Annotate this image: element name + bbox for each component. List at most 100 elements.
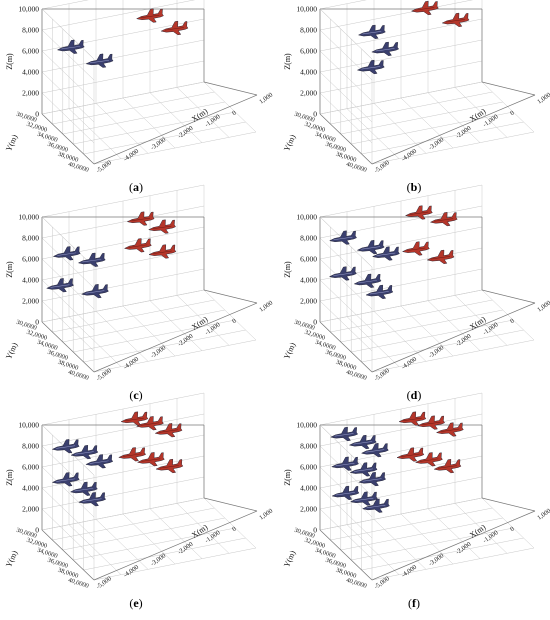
x-tick-label: 1,000 [258,300,274,314]
y-axis-label: Y(m) [4,341,20,361]
side-wall-gridline [319,237,373,289]
blue-aircraft-marker [78,492,106,507]
floor-gridline [361,121,524,155]
z-tick-label: 8,000 [300,26,317,35]
x-tick-label: 1,000 [258,92,274,106]
panel-a: 0 2,000 4,000 6,000 8,000 10,000 Z(m) 30,0000 32… [2,0,274,197]
box-edge [41,8,95,60]
floor-gridline [95,311,149,362]
red-aircraft-marker [415,452,443,467]
floor-gridline [62,517,225,551]
z-tick-label: 6,000 [300,47,317,56]
z-axis-label: Z(m) [5,261,14,278]
side-wall-gridline [41,29,95,81]
floor-gridline [203,289,257,341]
blue-aircraft-marker [371,41,399,56]
z-axis-label: Z(m) [5,469,14,486]
blue-aircraft-marker [329,230,357,245]
z-tick-label: 0 [35,318,39,327]
floor-gridline [95,519,149,570]
x-axis-line [93,510,258,581]
side-wall-gridline [319,487,373,539]
blue-aircraft-marker [328,266,357,281]
chart-a: 02,0004,0006,0008,00010,000Z(m)30,000032… [4,0,274,175]
floor-gridline [41,497,205,531]
y-tick-label: 40,0000 [345,161,367,174]
floor-gridline [122,305,176,357]
floor-gridline [427,300,481,351]
blue-aircraft-marker [46,278,74,293]
blue-aircraft-marker [51,439,80,454]
z-tick-label: 2,000 [22,297,39,306]
box-edge [203,289,258,304]
x-tick-label: -5,000 [373,159,391,174]
floor-gridline [203,81,257,133]
blue-aircraft-marker [77,252,106,267]
side-wall-gridline [319,50,373,102]
floor-gridline [330,507,493,541]
floor-gridline [351,111,514,145]
x-tick-label: 1,000 [536,300,550,314]
x-axis-line [93,94,258,165]
z-tick-label: 2,000 [22,89,39,98]
z-tick-label: 6,000 [22,463,39,472]
floor-gridline [93,339,257,373]
y-tick-label: 40,0000 [345,369,367,382]
floor-gridline [68,316,122,367]
floor-gridline [373,311,427,362]
x-tick-label: 0 [509,110,516,118]
caption-c: c [133,388,139,402]
caption-a: a [133,180,139,194]
x-tick-label: -3,000 [427,552,445,567]
blue-aircraft-marker [358,472,386,487]
x-tick-label: -5,000 [373,367,391,382]
side-wall-gridline [41,50,95,102]
floor-gridline [427,508,481,559]
z-tick-label: 6,000 [300,255,317,264]
blue-aircraft-marker [69,481,98,496]
floor-gridline [149,508,203,559]
z-tick-label: 2,000 [22,505,39,514]
floor-gridline [346,108,400,159]
floor-gridline [351,527,514,561]
z-axis-label: Z(m) [283,261,292,278]
y-axis-line [41,113,95,165]
floor-gridline [454,295,508,346]
floor-gridline [95,103,149,154]
y-axis-line [41,321,95,373]
floor-gridline [361,537,524,571]
z-tick-label: 8,000 [22,234,39,243]
box-edge [203,497,258,512]
side-wall-gridline [319,508,373,560]
x-tick-label: 1,000 [536,508,550,522]
side-wall-gridline [319,92,373,144]
y-tick-label: 40,0000 [67,369,89,382]
blue-aircraft-marker [51,472,80,487]
red-aircraft-marker [136,416,164,431]
red-aircraft-marker [136,452,165,467]
side-wall-gridline [319,71,373,123]
side-wall-gridline [319,258,373,310]
blue-aircraft-marker [356,240,385,255]
z-tick-label: 4,000 [22,484,39,493]
floor-gridline [93,547,257,581]
z-tick-label: 4,000 [22,68,39,77]
floor-gridline [361,329,524,363]
floor-gridline [176,87,230,138]
red-aircraft-marker [155,458,184,474]
x-tick-label: -5,000 [373,575,391,590]
floor-gridline [373,519,427,570]
blue-aircraft-marker [349,462,378,477]
z-tick-label: 8,000 [300,234,317,243]
z-tick-label: 0 [313,318,317,327]
blue-aircraft-marker [372,246,400,261]
z-tick-label: 10,000 [296,421,317,430]
floor-gridline [371,547,535,581]
blue-aircraft-marker [52,246,81,261]
box-edge [203,81,258,96]
blue-aircraft-marker [360,443,389,458]
y-axis-label: Y(m) [4,133,20,153]
y-axis-label: Y(m) [282,549,298,569]
red-aircraft-marker [148,244,177,259]
side-wall-gridline [41,92,95,144]
